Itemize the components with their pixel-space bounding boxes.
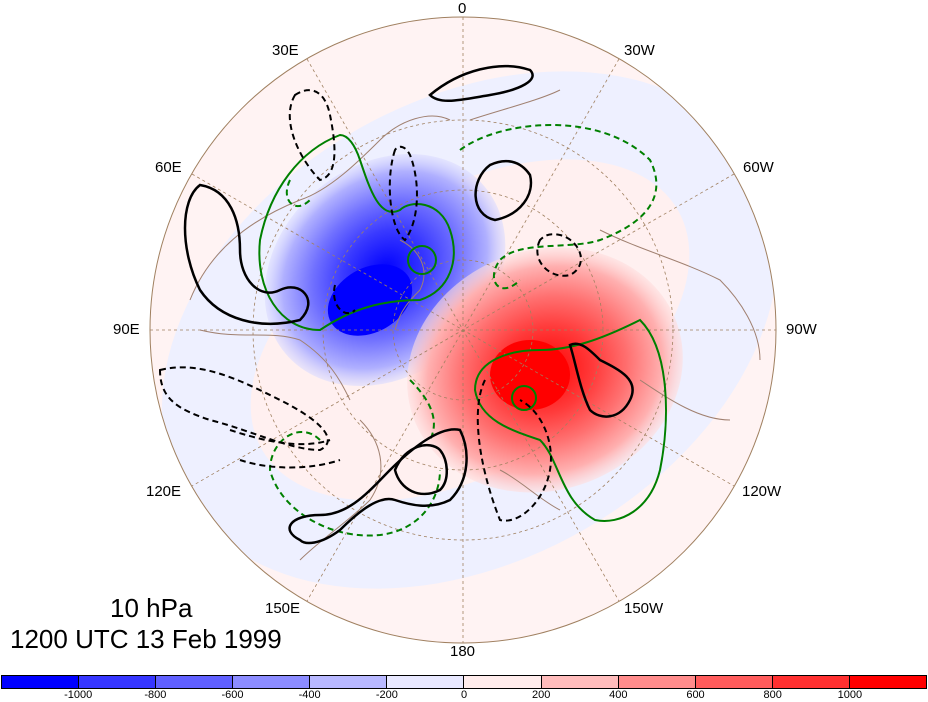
lon-label-30e: 30E xyxy=(272,42,299,59)
color-bar-swatch xyxy=(695,676,773,688)
lon-label-150e: 150E xyxy=(265,600,301,617)
lon-label-90e: 90E xyxy=(113,321,140,338)
color-bar-swatch xyxy=(79,676,157,688)
color-bar-tick-label: -400 xyxy=(298,689,321,701)
color-bar-swatch xyxy=(464,676,542,688)
valid-time-label: 1200 UTC 13 Feb 1999 xyxy=(10,624,282,654)
black-contours xyxy=(183,64,634,545)
lon-label-120e: 120E xyxy=(146,483,182,500)
lon-label-30w: 30W xyxy=(624,42,655,59)
color-bar-swatch xyxy=(541,676,619,688)
graticule xyxy=(150,17,776,643)
color-bar-tick-label: 200 xyxy=(531,689,551,701)
color-bar-swatch xyxy=(233,676,311,688)
coastlines xyxy=(189,89,761,561)
color-bar-tick-label: -1000 xyxy=(64,689,93,701)
color-bar-swatch xyxy=(849,676,926,688)
lon-label-150w: 150W xyxy=(624,600,664,617)
lon-label-0: 0 xyxy=(458,0,467,17)
color-bar-tick-label: 1000 xyxy=(837,689,863,701)
color-bar xyxy=(1,675,927,689)
green-dashed-contours xyxy=(268,124,658,537)
lon-label-120w: 120W xyxy=(742,483,782,500)
color-bar-swatch xyxy=(387,676,465,688)
color-bar-tick-label: 600 xyxy=(686,689,705,701)
color-bar-tick-label: 400 xyxy=(609,689,628,701)
color-bar-swatch xyxy=(156,676,234,688)
color-bar-tick-label: -200 xyxy=(375,689,398,701)
color-bar-tick-label: -800 xyxy=(144,689,167,701)
color-bar-swatch xyxy=(2,676,80,688)
lon-label-60w: 60W xyxy=(743,159,774,176)
lon-label-90w: 90W xyxy=(786,321,817,338)
map-boundary xyxy=(149,16,777,644)
lon-label-180: 180 xyxy=(450,643,476,660)
color-bar-swatch xyxy=(772,676,850,688)
color-bar-swatch xyxy=(618,676,696,688)
map-disk xyxy=(150,17,776,643)
pressure-level-label: 10 hPa xyxy=(110,593,193,623)
color-bar-tick-label: -600 xyxy=(221,689,244,701)
color-bar-tick-label: 800 xyxy=(763,689,782,701)
green-contours xyxy=(258,133,667,522)
color-bar-tick-label: 0 xyxy=(460,689,468,701)
black-dashed-contours xyxy=(158,89,582,522)
lon-label-60e: 60E xyxy=(155,159,182,176)
color-bar-swatch xyxy=(310,676,388,688)
